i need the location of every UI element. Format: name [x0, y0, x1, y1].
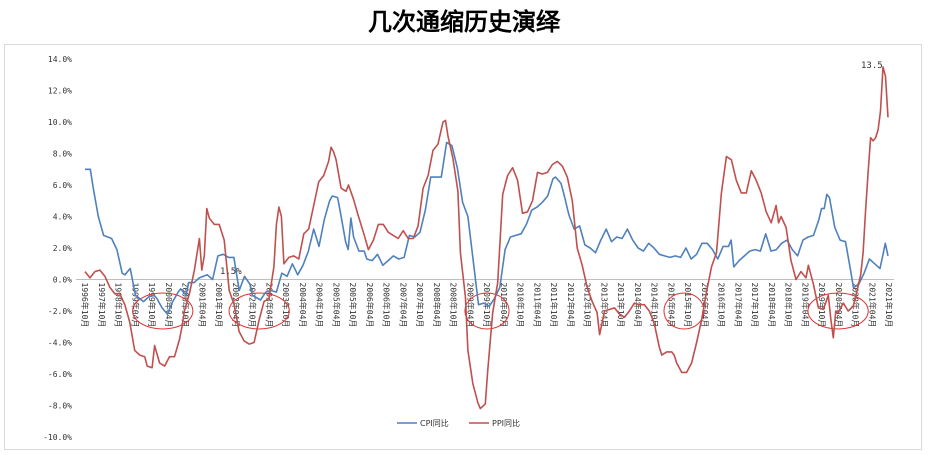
highlight-ellipse	[228, 292, 290, 330]
x-tick-label: 2004年04月	[298, 283, 308, 328]
x-tick-label: 2017年10月	[750, 283, 760, 328]
x-tick-label: 2006年04月	[365, 283, 375, 328]
x-tick-label: 1999年10月	[147, 283, 157, 328]
y-tick-label: -10.0%	[43, 433, 72, 442]
x-tick-label: 2009年04月	[465, 283, 475, 328]
data-annotation: 1.5%	[220, 267, 242, 277]
y-tick-label: 0.0%	[53, 276, 72, 285]
x-tick-label: 2011年04月	[532, 283, 542, 328]
highlight-ellipse	[663, 292, 705, 330]
x-tick-label: 2016年10月	[717, 283, 727, 328]
x-tick-label: 2015年04月	[666, 283, 676, 328]
data-annotation: 13.5	[861, 61, 883, 71]
x-tick-label: 2019年04月	[800, 283, 810, 328]
legend-label: CPI同比	[420, 418, 449, 428]
x-tick-label: 2015年10月	[683, 283, 693, 328]
x-tick-label: 2010年04月	[499, 283, 509, 328]
chart-frame: 14.0% 12.0% 10.0% 8.0% 6.0% 4.0% 2.0% 0.0% -2.0%…	[4, 44, 922, 450]
y-tick-label: -4.0%	[48, 339, 72, 348]
x-tick-label: 2005年04月	[331, 283, 341, 328]
x-tick-label: 2012年04月	[566, 283, 576, 328]
x-tick-label: 2003年04月	[264, 283, 274, 328]
y-tick-label: 8.0%	[53, 150, 72, 159]
line-chart: 14.0% 12.0% 10.0% 8.0% 6.0% 4.0% 2.0% 0.0% -2.0%…	[43, 55, 894, 442]
x-tick-label: 2001年10月	[214, 283, 224, 328]
series-line-ppi	[84, 66, 889, 410]
x-tick-label: 2000年04月	[164, 283, 174, 328]
x-tick-label: 2002年04月	[231, 283, 241, 328]
x-tick-label: 2019年10月	[817, 283, 827, 328]
y-tick-label: 14.0%	[48, 55, 72, 64]
highlight-ellipse	[464, 292, 510, 330]
x-tick-label: 2020年10月	[851, 283, 861, 328]
y-tick-label: -6.0%	[48, 370, 72, 379]
y-tick-label: 12.0%	[48, 87, 72, 96]
y-tick-label: 10.0%	[48, 118, 72, 127]
x-tick-label: 2021年10月	[884, 283, 894, 328]
x-tick-label: 2008年10月	[449, 283, 459, 328]
chart-title: 几次通缩历史演绎	[368, 8, 560, 36]
series-line-cpi	[85, 141, 889, 315]
x-tick-label: 2013年04月	[599, 283, 609, 328]
y-tick-label: 2.0%	[53, 244, 72, 253]
y-tick-label: -2.0%	[48, 307, 72, 316]
x-tick-label: 2018年10月	[784, 283, 794, 328]
x-tick-label: 2013年10月	[616, 283, 626, 328]
x-tick-label: 2007年10月	[415, 283, 425, 328]
x-tick-label: 2008年04月	[432, 283, 442, 328]
x-tick-label: 2011年10月	[549, 283, 559, 328]
x-tick-label: 2001年04月	[197, 283, 207, 328]
x-tick-label: 2017年04月	[733, 283, 743, 328]
y-tick-label: 6.0%	[53, 181, 72, 190]
highlight-ellipse	[807, 292, 869, 330]
x-tick-label: 1997年10月	[97, 283, 107, 328]
x-tick-label: 2021年04月	[867, 283, 877, 328]
x-tick-label: 1996年10月	[80, 283, 90, 328]
x-tick-label: 2012年10月	[583, 283, 593, 328]
x-tick-label: 1998年10月	[114, 283, 124, 328]
x-tick-label: 2006年10月	[382, 283, 392, 328]
x-tick-label: 2007年04月	[398, 283, 408, 328]
x-tick-label: 2010年10月	[516, 283, 526, 328]
highlight-ellipse	[132, 292, 194, 330]
x-tick-label: 2014年10月	[650, 283, 660, 328]
y-tick-label: -8.0%	[48, 402, 72, 411]
legend-label: PPI同比	[492, 418, 520, 428]
x-tick-label: 2003年10月	[281, 283, 291, 328]
x-tick-label: 2020年04月	[834, 283, 844, 328]
x-tick-label: 2005年10月	[348, 283, 358, 328]
x-tick-label: 2004年10月	[315, 283, 325, 328]
x-tick-label: 2018年04月	[767, 283, 777, 328]
x-tick-label: 2002年10月	[248, 283, 258, 328]
x-tick-label: 1999年04月	[130, 283, 140, 328]
y-tick-label: 4.0%	[53, 213, 72, 222]
